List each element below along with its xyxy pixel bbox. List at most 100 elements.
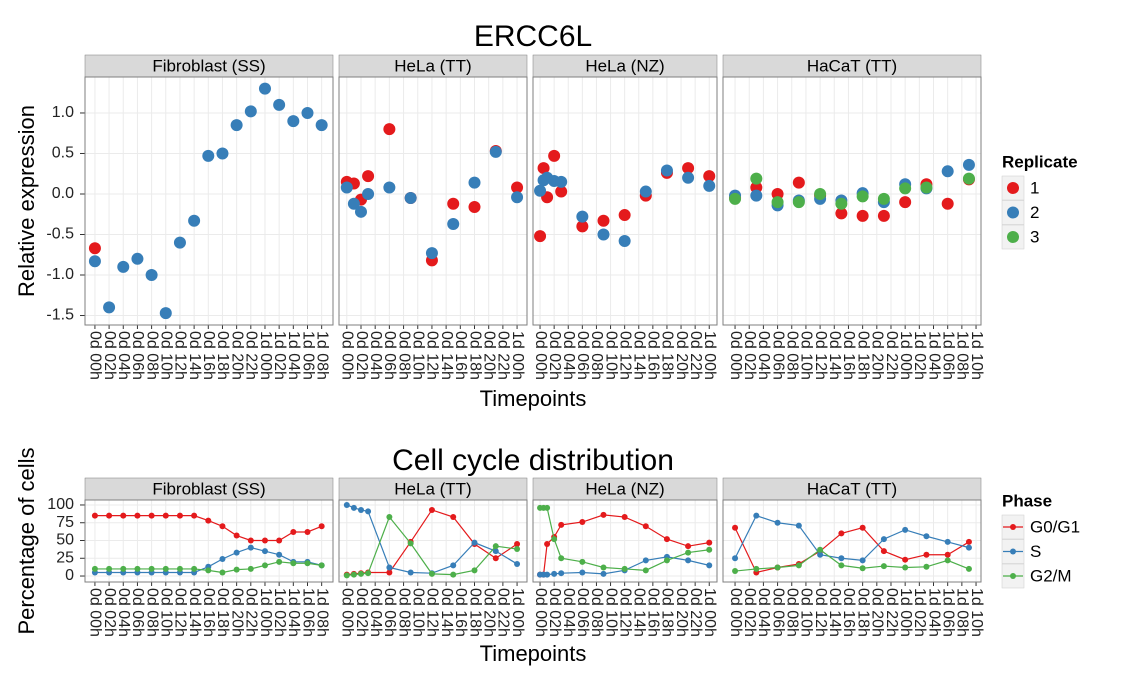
point	[357, 570, 364, 577]
point	[276, 558, 283, 565]
x-tick-label: 0d 18h	[466, 588, 483, 637]
x-tick-label: 0d 06h	[574, 588, 591, 637]
y-tick-label: -1.5	[46, 307, 74, 324]
x-tick-label: 0d 06h	[769, 331, 786, 380]
x-tick-label: 0d 18h	[659, 331, 676, 380]
x-tick-label: 0d 16h	[200, 331, 217, 380]
point	[191, 565, 198, 572]
point	[732, 555, 739, 562]
point	[383, 123, 396, 136]
point	[597, 214, 610, 227]
point	[219, 555, 226, 562]
point	[944, 551, 951, 558]
point	[555, 175, 568, 188]
x-tick-label: 0d 16h	[645, 331, 662, 380]
x-tick-label: 1d 00h	[509, 331, 526, 380]
x-tick-label: 1d 08h	[313, 331, 330, 380]
point	[600, 564, 607, 571]
point	[450, 562, 457, 569]
point	[835, 197, 848, 210]
x-tick-label: 0d 00h	[87, 331, 104, 380]
x-tick-label: 0d 04h	[367, 331, 384, 380]
point	[792, 176, 805, 189]
x-tick-label: 0d 12h	[172, 331, 189, 380]
point	[729, 192, 742, 205]
legend-marker	[1007, 231, 1019, 243]
x-tick-label: 1d 06h	[939, 331, 956, 380]
point	[404, 192, 417, 205]
x-tick-label: 0d 10h	[410, 588, 427, 637]
x-tick-label: 1d 02h	[911, 588, 928, 637]
x-tick-label: 0d 08h	[143, 331, 160, 380]
point	[965, 538, 972, 545]
point	[145, 269, 158, 282]
x-tick-label: 0d 02h	[741, 331, 758, 380]
point	[148, 565, 155, 572]
x-tick-label: 0d 00h	[532, 331, 549, 380]
x-tick-label: 1d 00h	[701, 588, 718, 637]
x-tick-label: 0d 14h	[186, 588, 203, 637]
legend-label: G2/M	[1030, 566, 1072, 585]
point	[365, 508, 372, 515]
point	[838, 555, 845, 562]
x-tick-label: 0d 08h	[588, 588, 605, 637]
point	[362, 187, 375, 200]
x-tick-label: 0d 18h	[466, 331, 483, 380]
y-tick-label: 75	[56, 514, 74, 531]
panel-border	[338, 76, 528, 326]
x-tick-label: 0d 10h	[798, 331, 815, 380]
x-tick-label: 1d 04h	[285, 331, 302, 380]
x-tick-label: 0d 14h	[826, 588, 843, 637]
point	[318, 523, 325, 530]
point	[965, 565, 972, 572]
point	[244, 105, 257, 118]
point	[923, 551, 930, 558]
point	[703, 179, 716, 192]
point	[258, 82, 271, 95]
x-tick-label: 0d 10h	[410, 331, 427, 380]
x-tick-label: 0d 22h	[883, 331, 900, 380]
x-tick-label: 0d 20h	[480, 331, 497, 380]
x-tick-label: 0d 06h	[129, 588, 146, 637]
x-tick-label: 0d 08h	[395, 331, 412, 380]
point	[579, 569, 586, 576]
strip-label: HeLa (TT)	[394, 479, 471, 498]
point	[706, 562, 713, 569]
point	[899, 196, 912, 209]
strip-label: HaCaT (TT)	[807, 56, 897, 75]
x-tick-label: 0d 20h	[228, 331, 245, 380]
legend-label: 2	[1030, 203, 1039, 222]
x-tick-label: 0d 06h	[129, 331, 146, 380]
x-tick-label: 1d 06h	[299, 588, 316, 637]
point	[492, 548, 499, 555]
x-tick-label: 0d 12h	[812, 588, 829, 637]
point	[899, 182, 912, 195]
panel-border	[532, 76, 718, 326]
point	[579, 519, 586, 526]
point	[205, 517, 212, 524]
point	[88, 255, 101, 268]
point	[343, 501, 350, 508]
x-tick-label: 1d 02h	[271, 588, 288, 637]
point	[134, 565, 141, 572]
x-tick-label: 1d 04h	[925, 588, 942, 637]
panel-border	[722, 499, 982, 583]
x-tick-label: 0d 10h	[798, 588, 815, 637]
point	[548, 149, 561, 162]
point	[468, 200, 481, 213]
point	[750, 172, 763, 185]
point	[544, 504, 551, 511]
x-tick-label: 0d 20h	[480, 588, 497, 637]
strip-label: Fibroblast (SS)	[152, 479, 265, 498]
x-tick-label: 0d 04h	[115, 331, 132, 380]
point	[856, 209, 869, 222]
x-tick-label: 0d 12h	[172, 588, 189, 637]
panel	[723, 77, 981, 325]
point	[639, 185, 652, 198]
point	[558, 570, 565, 577]
point	[290, 528, 297, 535]
panel-border	[338, 499, 528, 583]
panel	[85, 77, 333, 325]
point	[663, 536, 670, 543]
x-tick-label: 0d 12h	[424, 588, 441, 637]
